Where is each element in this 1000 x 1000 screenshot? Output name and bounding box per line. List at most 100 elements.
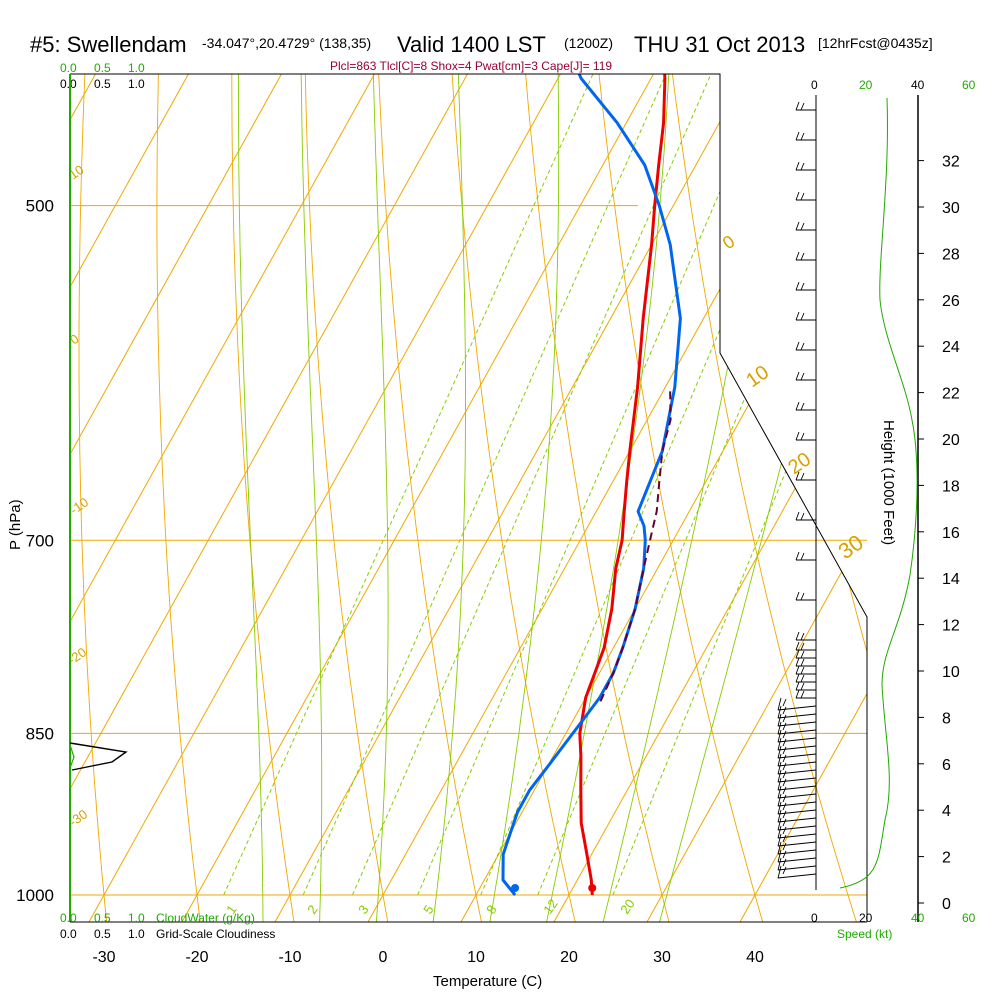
cloud-scale-bottom-black-1: 0.5 [94, 927, 111, 941]
isotherm-line [541, 74, 867, 922]
moist-adiabat-line [370, 74, 389, 922]
x-tick-label: 40 [746, 949, 764, 966]
wind-barb [777, 785, 817, 799]
isobar-lines [70, 205, 867, 896]
wind-barb [777, 817, 817, 831]
wind-barb [777, 801, 817, 815]
chart-title-forecast: [12hrFcst@0435z] [818, 35, 933, 51]
cloud-scale-top-black-1: 0.5 [94, 77, 111, 91]
cloud-scale-top: 0.0 0.5 1.0 0.0 0.5 1.0 [60, 61, 145, 91]
moist-adiabat-line [429, 74, 466, 922]
pressure-tick-label: 500 [26, 197, 54, 216]
wind-barb [777, 745, 817, 759]
isotherm-line [70, 74, 267, 922]
isotherm-line [70, 74, 174, 922]
chart-grid [70, 74, 867, 922]
mixing-ratio-label: 3 [355, 902, 371, 917]
dry-adiabat-line [78, 74, 142, 922]
wind-barb [777, 721, 817, 735]
cloud-scale-bottom-green-2: 1.0 [128, 911, 145, 925]
wind-barbs [777, 101, 817, 879]
isotherm-label: 0 [719, 231, 739, 253]
isotherm-label: -20 [65, 644, 89, 667]
speed-scale-bottom: 0 20 40 60 Speed (kt) [811, 911, 976, 941]
wind-barb [795, 341, 816, 351]
isotherm-line [727, 74, 867, 922]
wind-barb [777, 705, 817, 719]
wind-barb [777, 729, 817, 743]
wind-barb [795, 221, 816, 231]
mixing-ratio-line [537, 74, 867, 896]
mixing-ratio-line [612, 74, 867, 896]
dry-adiabat-line [303, 74, 393, 922]
cloudiness-label: Grid-Scale Cloudiness [156, 927, 275, 941]
cloudiness-profile [69, 742, 128, 771]
wind-barb [795, 689, 816, 699]
isotherm-label: 10 [742, 361, 773, 392]
mixing-ratio-line [302, 74, 707, 896]
wind-barb [795, 161, 816, 171]
wind-barb [777, 769, 817, 783]
surface-dewpoint-point [511, 884, 520, 892]
wind-barb [795, 551, 816, 561]
wind-barb [795, 131, 816, 141]
height-tick-label: 32 [942, 154, 960, 171]
wind-barb [795, 471, 816, 481]
height-tick-label: 2 [942, 850, 951, 867]
y-axis-title: P (hPa) [7, 499, 24, 550]
cloud-scale-bottom: 0.0 0.5 1.0 CloudWater (g/Kg) 0.0 0.5 1.… [60, 911, 275, 941]
speed-scale-top-green-1: 20 [859, 78, 873, 92]
dry-adiabat-line [440, 74, 581, 922]
wind-barb [777, 777, 817, 791]
height-tick-label: 22 [942, 386, 960, 403]
moist-adiabat-line [485, 74, 560, 922]
isotherm-line [70, 74, 825, 922]
pressure-tick-labels: 2503004005007008501000 [16, 197, 54, 905]
cloud-scale-top-black-0: 0.0 [60, 77, 77, 91]
dry-adiabat-line [156, 74, 204, 922]
wind-barb [795, 657, 816, 667]
wind-barb [777, 753, 817, 767]
height-tick-label: 20 [942, 432, 960, 449]
wind-barb [795, 591, 816, 601]
height-tick-label: 14 [942, 571, 960, 588]
series-dewpoint-line [499, 74, 682, 896]
pressure-tick-label: 850 [26, 724, 54, 743]
isotherm-line [76, 74, 867, 922]
chart-title-zulu: (1200Z) [564, 35, 613, 51]
mixing-ratio-line [223, 74, 635, 896]
x-tick-label: 20 [560, 949, 578, 966]
wind-barb [795, 665, 816, 675]
wind-barb [795, 631, 816, 641]
height-tick-label: 4 [942, 803, 951, 820]
cloud-scale-bottom-black-0: 0.0 [60, 927, 77, 941]
y2-axis-title: Height (1000 Feet) [880, 420, 897, 545]
wind-barb [795, 641, 816, 651]
speed-scale-bottom-green-1: 60 [962, 911, 976, 925]
wind-barb [795, 281, 816, 291]
wind-barb [777, 865, 817, 879]
dry-adiabat-line [504, 74, 676, 922]
isotherm-line [70, 74, 732, 922]
speed-scale-bottom-black-1: 20 [859, 911, 873, 925]
wind-speed-profile [839, 97, 918, 889]
mixing-ratio-label: 20 [617, 896, 638, 916]
height-tick-label: 18 [942, 478, 960, 495]
stability-params: Plcl=863 Tlcl[C]=8 Shox=4 Pwat[cm]=3 Cap… [330, 59, 612, 73]
isotherm-line [70, 74, 546, 922]
isotherm-line [70, 74, 360, 922]
sounding-traces [499, 74, 682, 896]
chart-frame [69, 73, 919, 923]
wind-barb [795, 371, 816, 381]
x-tick-label: 10 [467, 949, 485, 966]
moist-adiabat-line [238, 74, 264, 922]
height-tick-label: 0 [942, 896, 951, 913]
height-tick-label: 16 [942, 525, 960, 542]
chart-title-coords: -34.047°,20.4729° (138,35) [202, 35, 371, 51]
speed-scale-top-green-3: 60 [962, 78, 976, 92]
isotherm-line [70, 74, 639, 922]
pressure-tick-label: 700 [26, 531, 54, 550]
wind-barb [777, 737, 817, 751]
